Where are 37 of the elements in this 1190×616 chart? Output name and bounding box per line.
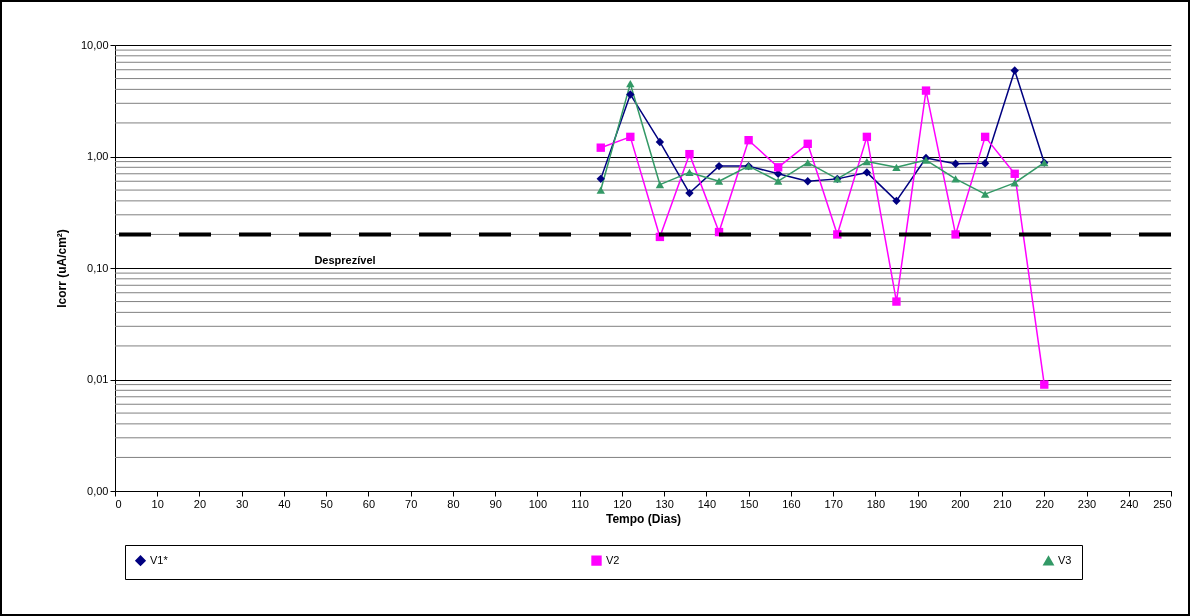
x-tick-label: 70 xyxy=(405,497,418,510)
x-tick-label: 0 xyxy=(115,497,122,510)
x-tick-label: 10 xyxy=(151,497,164,510)
x-tick-label: 200 xyxy=(951,497,970,510)
y-tick-label: 0,10 xyxy=(87,261,109,274)
y-tick-label: 0,01 xyxy=(87,373,109,385)
legend-label: V1* xyxy=(150,553,169,566)
x-axis-title: Tempo (Dias) xyxy=(605,511,682,526)
legend-label: V2 xyxy=(606,553,620,566)
x-tick-label: 90 xyxy=(489,497,502,510)
x-tick-label: 210 xyxy=(993,497,1012,510)
x-tick-label: 100 xyxy=(528,497,548,510)
x-tick-label: 50 xyxy=(320,497,333,510)
x-tick-label: 230 xyxy=(1077,497,1097,510)
x-tick-label: 160 xyxy=(782,497,801,510)
x-tick-label: 140 xyxy=(697,497,717,510)
x-tick-label: 220 xyxy=(1035,497,1054,510)
y-axis-title: Icorr (uA/cm²) xyxy=(54,229,69,308)
x-tick-label: 180 xyxy=(866,497,885,510)
x-tick-label: 30 xyxy=(236,497,249,510)
x-tick-label: 60 xyxy=(362,497,376,510)
x-tick-label: 170 xyxy=(824,497,843,510)
x-tick-label: 150 xyxy=(739,497,759,510)
x-tick-label: 110 xyxy=(571,497,589,510)
y-tick-label: 1,00 xyxy=(87,150,109,162)
x-tick-label: 190 xyxy=(908,497,928,510)
x-tick-label: 40 xyxy=(278,497,291,510)
y-tick-label: 0,00 xyxy=(87,484,109,497)
ref-line-label: Desprezível xyxy=(314,254,376,267)
y-tick-label: 10,00 xyxy=(80,38,109,51)
x-tick-label: 20 xyxy=(193,497,207,510)
x-tick-label: 240 xyxy=(1120,497,1139,510)
x-tick-label: 250 xyxy=(1153,497,1172,510)
legend-label: V3 xyxy=(1058,553,1072,566)
x-tick-label: 120 xyxy=(613,497,632,510)
x-tick-label: 130 xyxy=(655,497,674,510)
x-tick-label: 80 xyxy=(447,497,460,510)
